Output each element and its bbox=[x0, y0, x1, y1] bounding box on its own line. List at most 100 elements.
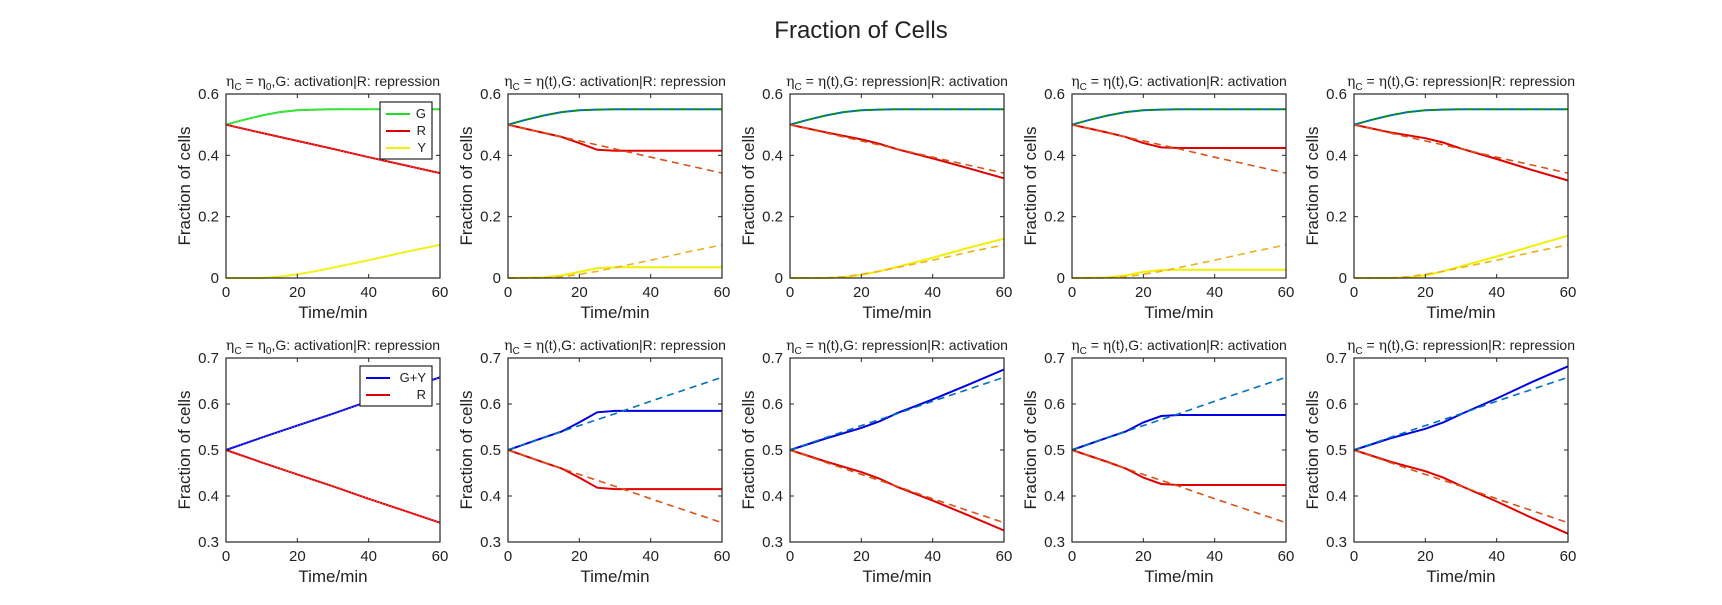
series-line-r-ref bbox=[1071, 123, 1287, 174]
x-tick-label: 0 bbox=[504, 284, 512, 301]
legend-label: Y bbox=[417, 140, 426, 155]
panel-title-part: 0 bbox=[266, 82, 272, 93]
series-line-y bbox=[1071, 268, 1286, 279]
y-axis-label: Fraction of cells bbox=[1021, 390, 1040, 509]
panel-title-part: η bbox=[1071, 74, 1079, 90]
x-tick-label: 60 bbox=[996, 548, 1013, 565]
panel-title-part: (t),G: activation|R: activation bbox=[1111, 337, 1287, 353]
y-tick-label: 0.7 bbox=[198, 350, 219, 367]
panel-title: ηC = η(t),G: activation|R: activation bbox=[1071, 73, 1287, 93]
x-tick-label: 60 bbox=[714, 284, 731, 301]
series-line-r-ref bbox=[1353, 449, 1569, 524]
y-tick-label: 0.5 bbox=[1044, 442, 1065, 459]
y-tick-label: 0.4 bbox=[1326, 147, 1347, 164]
panel-title-part: = bbox=[1363, 337, 1379, 353]
subplot-2: 0 20 40 60 0 0.2 0.4 0.6 Time/min Fraction of cel… bbox=[457, 73, 730, 322]
y-tick-label: 0.7 bbox=[762, 350, 783, 367]
subplot-10: 0 20 40 60 0.3 0.4 0.5 0.6 0.7 Time/min Fraction o… bbox=[1303, 337, 1576, 586]
panel-title-part: ,G: activation|R: repression bbox=[271, 73, 440, 89]
x-tick-label: 0 bbox=[222, 284, 230, 301]
x-tick-label: 40 bbox=[924, 548, 941, 565]
series-line-y-ref bbox=[790, 244, 1005, 279]
panel-title-part: = bbox=[242, 337, 258, 353]
x-tick-label: 60 bbox=[1278, 548, 1295, 565]
y-tick-label: 0.2 bbox=[480, 209, 501, 226]
panel-title-part: C bbox=[1355, 346, 1362, 357]
series-line-r-ref bbox=[789, 123, 1005, 174]
series-line-g bbox=[789, 108, 1004, 126]
y-axis-label: Fraction of cells bbox=[1303, 390, 1322, 509]
panel-title-part: C bbox=[1080, 82, 1087, 93]
x-tick-label: 0 bbox=[1350, 284, 1358, 301]
series-dots-r bbox=[225, 124, 441, 174]
panel-title-part: η bbox=[786, 338, 794, 354]
y-tick-label: 0.3 bbox=[480, 534, 501, 551]
x-tick-label: 60 bbox=[1278, 284, 1295, 301]
panel-title-part: η bbox=[1103, 338, 1111, 354]
y-tick-label: 0.7 bbox=[1326, 350, 1347, 367]
legend: G+Y R bbox=[359, 365, 433, 407]
panel-title-part: 0 bbox=[266, 346, 272, 357]
panel-title-part: C bbox=[1080, 346, 1087, 357]
x-tick-label: 40 bbox=[924, 284, 941, 301]
axes-box bbox=[507, 93, 723, 279]
series-line-y bbox=[507, 266, 722, 279]
x-tick-label: 40 bbox=[1206, 284, 1223, 301]
panel-title-part: η bbox=[1347, 74, 1355, 90]
series-line-r bbox=[1071, 449, 1286, 486]
panel-title: ηC = η0,G: activation|R: repression bbox=[226, 73, 440, 93]
axes-box bbox=[789, 357, 1005, 543]
x-tick-label: 60 bbox=[432, 548, 449, 565]
y-tick-label: 0.4 bbox=[480, 147, 501, 164]
axes-box bbox=[507, 357, 723, 543]
panel-title: ηC = η(t),G: activation|R: repression bbox=[504, 337, 726, 357]
series-line-gplusy bbox=[1071, 414, 1286, 451]
panel-title-part: η bbox=[504, 74, 512, 90]
y-tick-label: 0.4 bbox=[198, 488, 219, 505]
x-tick-label: 20 bbox=[571, 548, 588, 565]
y-tick-label: 0.5 bbox=[762, 442, 783, 459]
series-line-r-ref bbox=[1353, 123, 1569, 174]
x-tick-label: 40 bbox=[642, 548, 659, 565]
x-tick-label: 20 bbox=[853, 548, 870, 565]
y-tick-label: 0.6 bbox=[480, 396, 501, 413]
y-tick-label: 0.5 bbox=[1326, 442, 1347, 459]
axes-box bbox=[1353, 93, 1569, 279]
y-tick-label: 0.3 bbox=[1044, 534, 1065, 551]
x-tick-label: 40 bbox=[1488, 548, 1505, 565]
panel-title-part: η bbox=[786, 74, 794, 90]
panel-title-part: C bbox=[1355, 82, 1362, 93]
series-line-r bbox=[789, 123, 1005, 180]
legend-label: G+Y bbox=[400, 370, 427, 385]
series-line-gplusy-ref bbox=[1071, 376, 1287, 451]
series-line-gplusy-ref bbox=[1353, 376, 1569, 451]
series-line-gplusy-ref bbox=[789, 376, 1005, 451]
panel-title-part: C bbox=[234, 346, 241, 357]
series-line-g-ref bbox=[507, 108, 722, 126]
series-line-r bbox=[507, 449, 722, 491]
x-tick-label: 0 bbox=[1068, 548, 1076, 565]
x-tick-label: 20 bbox=[1135, 548, 1152, 565]
x-axis-label: Time/min bbox=[1426, 303, 1495, 322]
y-axis-label: Fraction of cells bbox=[1021, 126, 1040, 245]
panel-title-part: η bbox=[1379, 338, 1387, 354]
panel-title-part: (t),G: repression|R: activation bbox=[826, 73, 1008, 89]
y-tick-label: 0.6 bbox=[1044, 86, 1065, 103]
panel-title-part: = bbox=[802, 337, 818, 353]
panel-title-part: (t),G: activation|R: repression bbox=[544, 73, 726, 89]
panel-title-part: (t),G: repression|R: repression bbox=[1387, 73, 1575, 89]
panel-title: ηC = η(t),G: activation|R: activation bbox=[1071, 337, 1287, 357]
subplot-8: 0 20 40 60 0.3 0.4 0.5 0.6 0.7 Time/min Fraction o… bbox=[739, 337, 1012, 586]
panel-title-part: = bbox=[1087, 337, 1103, 353]
x-tick-label: 0 bbox=[222, 548, 230, 565]
series-dots-y bbox=[226, 244, 441, 279]
y-tick-label: 0.2 bbox=[198, 209, 219, 226]
y-tick-label: 0.4 bbox=[1326, 488, 1347, 505]
y-axis-label: Fraction of cells bbox=[457, 390, 476, 509]
axes-box bbox=[1071, 93, 1287, 279]
panel-title-part: η bbox=[1347, 338, 1355, 354]
y-tick-label: 0.4 bbox=[762, 488, 783, 505]
series-line-y-ref bbox=[508, 244, 723, 279]
panel-title-part: η bbox=[536, 338, 544, 354]
panel-title-part: (t),G: repression|R: repression bbox=[1387, 337, 1575, 353]
